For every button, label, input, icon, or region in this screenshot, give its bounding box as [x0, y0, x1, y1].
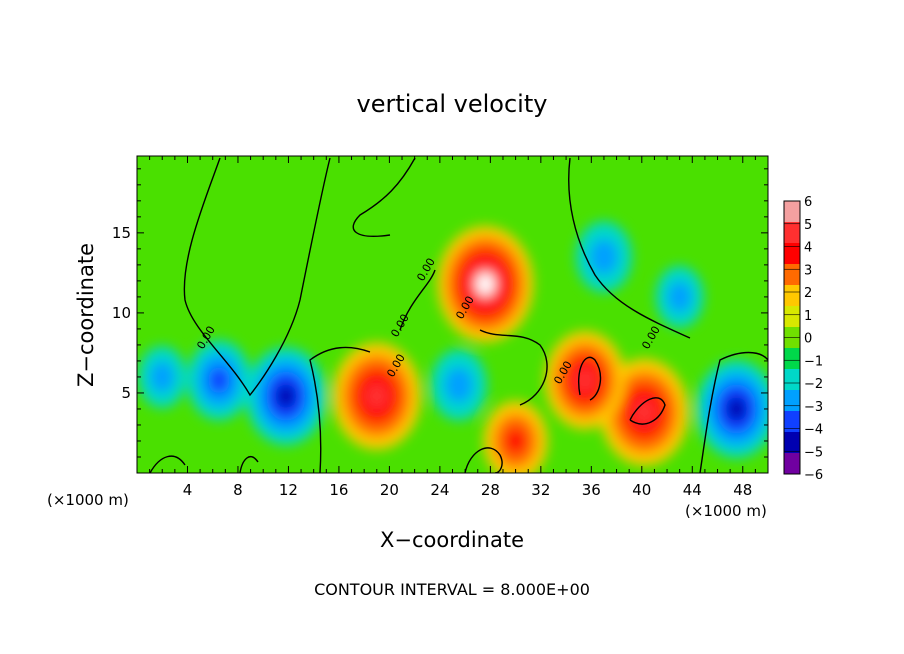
colorbar-swatch — [784, 390, 800, 412]
x-tick-label: 32 — [531, 481, 550, 499]
field-blob — [365, 382, 388, 410]
colorbar-label: 4 — [804, 241, 812, 256]
contour-line — [149, 455, 186, 473]
x-tick-label: 48 — [733, 481, 752, 499]
colorbar-label: 5 — [804, 218, 812, 233]
field-blob — [504, 427, 527, 455]
field-blob — [150, 361, 175, 393]
colorbar-swatch — [784, 243, 800, 265]
field-blob — [275, 383, 296, 409]
colorbar-label: 1 — [804, 309, 812, 324]
colorbar-label: 2 — [804, 286, 812, 301]
contour-interval-note: CONTOUR INTERVAL = 8.000E+00 — [314, 580, 590, 599]
contour-line — [239, 456, 259, 473]
field-blob — [475, 272, 495, 296]
velocity-field — [138, 221, 768, 473]
field-blob — [633, 398, 656, 426]
colorbar-label: −6 — [804, 468, 823, 483]
x-unit-right: (×1000 m) — [685, 502, 767, 520]
field-blob — [444, 367, 473, 403]
x-axis: 4 8 12 16 20 24 28 32 36 40 44 48 — [149, 156, 756, 499]
contour-line — [629, 397, 666, 425]
x-tick-label: 8 — [233, 481, 243, 499]
x-tick-label: 28 — [481, 481, 500, 499]
colorbar-swatch — [784, 222, 800, 244]
contour-line — [699, 351, 768, 473]
colorbar-swatch — [784, 453, 800, 475]
colorbar-label: −5 — [804, 445, 823, 460]
colorbar-swatch — [784, 348, 800, 370]
field-blob — [589, 239, 618, 275]
chart-title: vertical velocity — [357, 90, 548, 118]
contour-line — [352, 157, 416, 237]
colorbar-label: 6 — [804, 195, 812, 210]
colorbar-swatch — [784, 264, 800, 286]
colorbar-swatch — [784, 432, 800, 454]
x-tick-label: 40 — [632, 481, 651, 499]
colorbar-swatch — [784, 411, 800, 433]
contour-line — [464, 447, 503, 473]
x-tick-label: 44 — [683, 481, 702, 499]
colorbar-label: 0 — [804, 332, 812, 347]
colorbar: 6 5 4 3 2 1 0 −1 −2 −3 −4 −5 −6 — [783, 195, 823, 483]
x-tick-label: 16 — [329, 481, 348, 499]
x-tick-label: 12 — [279, 481, 298, 499]
contour-line — [568, 157, 691, 339]
colorbar-label: −2 — [804, 377, 823, 392]
field-blob — [575, 367, 596, 393]
colorbar-swatch — [784, 201, 800, 223]
colorbar-swatch — [784, 369, 800, 391]
contour-line — [309, 346, 371, 473]
y-axis-label: Z−coordinate — [74, 243, 98, 387]
colorbar-label: −4 — [804, 423, 823, 438]
x-axis-label: X−coordinate — [380, 528, 524, 552]
x-tick-label: 4 — [183, 481, 193, 499]
contour-line — [479, 329, 548, 406]
y-tick-label: 5 — [121, 384, 131, 402]
zero-contours — [149, 157, 768, 473]
colorbar-swatch — [784, 306, 800, 328]
colorbar-label: 3 — [804, 263, 812, 278]
x-tick-label: 20 — [380, 481, 399, 499]
x-tick-label: 24 — [430, 481, 449, 499]
contour-line — [183, 157, 331, 397]
field-blob — [667, 281, 692, 313]
colorbar-swatch — [784, 285, 800, 307]
colorbar-label: −1 — [804, 354, 823, 369]
field-blob — [726, 396, 747, 422]
field-blob — [208, 366, 230, 394]
plot-area: 0.000.000.00 0.000.000.000.00 — [137, 156, 768, 473]
contour-line — [578, 356, 602, 401]
x-unit-left: (×1000 m) — [47, 491, 129, 509]
y-tick-label: 15 — [112, 224, 131, 242]
y-axis: 5 10 15 — [112, 168, 768, 458]
x-tick-label: 36 — [582, 481, 601, 499]
colorbar-label: −3 — [804, 400, 823, 415]
y-tick-label: 10 — [112, 304, 131, 322]
contour-line — [399, 269, 436, 331]
